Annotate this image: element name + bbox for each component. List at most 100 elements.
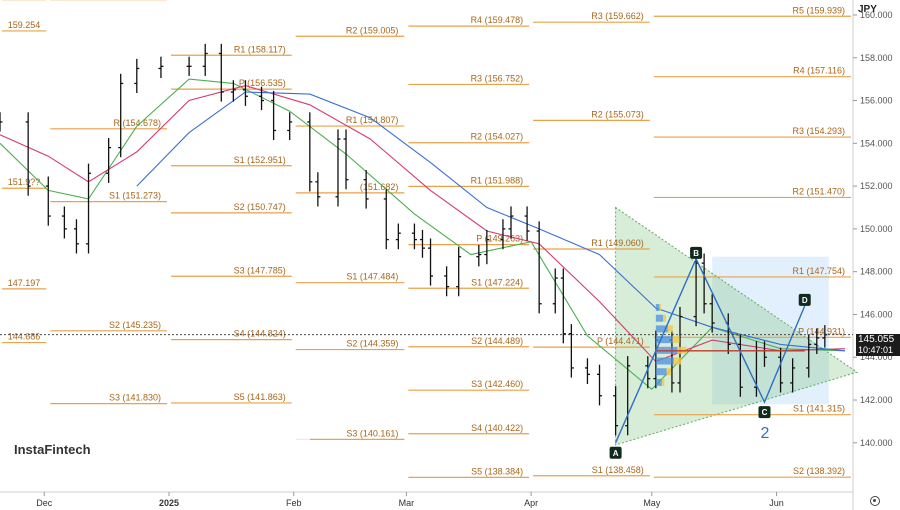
ohlc-bar — [778, 347, 784, 393]
ma-line-fast — [0, 78, 846, 391]
ohlc-bar — [560, 268, 566, 344]
ohlc-bar — [484, 229, 490, 265]
wave-label: B — [693, 249, 699, 258]
pivot-level-label: S1 (151.273) — [109, 191, 161, 201]
ohlc-bar — [411, 223, 417, 250]
x-tick-label: Mar — [399, 498, 415, 508]
y-tick-label: 152.000 — [860, 181, 893, 191]
ohlc-bar — [625, 356, 631, 436]
price-badge: 145.055 10:47:01 — [856, 334, 900, 356]
brand-name: InstaFintech — [14, 442, 91, 457]
pivot-level-label: P (149.263) — [476, 234, 523, 244]
pivot-level-label: 147.197 — [8, 278, 41, 288]
pivot-level-label: R2 (155.073) — [591, 109, 644, 119]
ohlc-bar — [814, 328, 820, 355]
x-tick-label: Dec — [36, 498, 53, 508]
x-tick-label: Apr — [524, 498, 538, 508]
pivot-level-label: P (144.931) — [798, 326, 845, 336]
ohlc-bar — [0, 112, 3, 132]
volume-bin — [655, 314, 664, 322]
ohlc-bar — [444, 266, 450, 297]
volume-bin — [655, 368, 667, 376]
volume-bin-sell — [672, 336, 680, 344]
x-tick-label: 2025 — [159, 498, 179, 508]
pivot-level-label: R1 (147.754) — [792, 266, 845, 276]
pivot-level-label: S3 (142.460) — [471, 379, 523, 389]
volume-bin-sell — [666, 368, 672, 376]
y-tick-label: 144.000 — [860, 352, 893, 362]
price-axis: 160.000 158.000 156.000 154.000 152.000 150.0… — [853, 10, 893, 448]
ohlc-bar — [218, 43, 224, 102]
pivot-level-label: S2 (138.392) — [793, 466, 845, 476]
pivot-level-label: R (154.678) — [113, 118, 161, 128]
pivot-level-label: 159.254 — [8, 20, 41, 30]
current-time: 10:47:01 — [858, 345, 894, 355]
pivot-level-label: R4 (159.478) — [471, 15, 524, 25]
wave-path — [614, 257, 806, 444]
settings-icon[interactable] — [870, 496, 880, 506]
ohlc-bar — [395, 223, 401, 250]
ohlc-bar — [287, 112, 293, 141]
pivot-level-label: S2 (144.359) — [346, 339, 398, 349]
ohlc-bar — [508, 206, 514, 239]
pivot-level-label: (151.682) — [360, 182, 399, 192]
y-tick-label: 150.000 — [860, 224, 893, 234]
pivot-level-label: R3 (156.752) — [471, 73, 524, 83]
ohlc-bar — [271, 90, 277, 141]
volume-bin-sell — [661, 378, 665, 386]
pivot-level-label: S1 (141.315) — [793, 404, 845, 414]
ohlc-bar — [118, 73, 124, 158]
pivot-level-label: 144.686 — [8, 332, 41, 342]
ohlc-bar — [315, 172, 321, 207]
ohlc-bar — [242, 80, 248, 106]
volume-bin — [655, 336, 673, 344]
pivot-level-label: R4 (157.116) — [793, 66, 845, 76]
ohlc-bar — [613, 386, 619, 436]
current-price: 145.055 — [858, 334, 895, 345]
pivot-level-label: S5 (138.384) — [471, 466, 523, 476]
ohlc-bar — [86, 163, 92, 254]
y-tick-label: 146.000 — [860, 309, 893, 319]
ohlc-bar — [134, 58, 140, 94]
y-tick-label: 160.000 — [860, 10, 893, 20]
ohlc-bar — [383, 189, 389, 250]
symmetric-triangle — [615, 206, 859, 446]
pivot-level-label: S1 (152.951) — [234, 155, 286, 165]
y-tick-label: 142.000 — [860, 395, 893, 405]
pivot-level-label: S2 (150.747) — [234, 202, 286, 212]
pivot-level-label: S5 (141.863) — [234, 392, 286, 402]
pivot-level-label: R1 (154.807) — [346, 115, 399, 125]
pivot-level-label: S1 (138.458) — [592, 465, 644, 475]
volume-bin-sell — [663, 314, 667, 322]
volume-bin-sell — [659, 304, 661, 312]
ohlc-bar — [25, 112, 31, 196]
ohlc-bar — [106, 137, 112, 183]
pivot-level-label: S1 (147.484) — [346, 272, 398, 282]
ohlc-bar — [419, 229, 425, 258]
pivot-level-label: S1 (147.224) — [471, 277, 523, 287]
x-tick-label: Jun — [769, 498, 784, 508]
ohlc-bar — [645, 356, 651, 389]
pivot-level-label: S2 (145.235) — [109, 320, 161, 330]
pivot-level-label: S3 (147.785) — [234, 265, 286, 275]
volume-bin — [655, 325, 668, 333]
ohlc-bar — [428, 238, 434, 286]
pivot-level-label: R2 (154.027) — [471, 132, 524, 142]
volume-bin — [655, 378, 662, 386]
ohlc-bar — [307, 112, 313, 192]
pivot-level-label: S3 (140.161) — [346, 428, 398, 438]
pivot-level-label: S4 (144.824) — [234, 329, 286, 339]
x-tick-label: May — [643, 498, 661, 508]
wave-marker — [690, 246, 703, 259]
pivot-level-label: R1 (149.060) — [591, 238, 644, 248]
ohlc-bar — [73, 219, 79, 254]
y-tick-label: 148.000 — [860, 267, 893, 277]
ohlc-bar — [536, 221, 542, 314]
pivot-level-label: R2 (159.005) — [346, 25, 399, 35]
y-tick-label: 140.000 — [860, 438, 893, 448]
pivot-levels-layer: R1 (160.716)159.254151.9??147.197144.686… — [2, 0, 851, 478]
chart-grid — [0, 0, 854, 510]
currency-label[interactable]: JPY — [858, 4, 877, 15]
brand-logo: InstaFintech — [10, 428, 310, 470]
wave-marker — [609, 446, 622, 459]
